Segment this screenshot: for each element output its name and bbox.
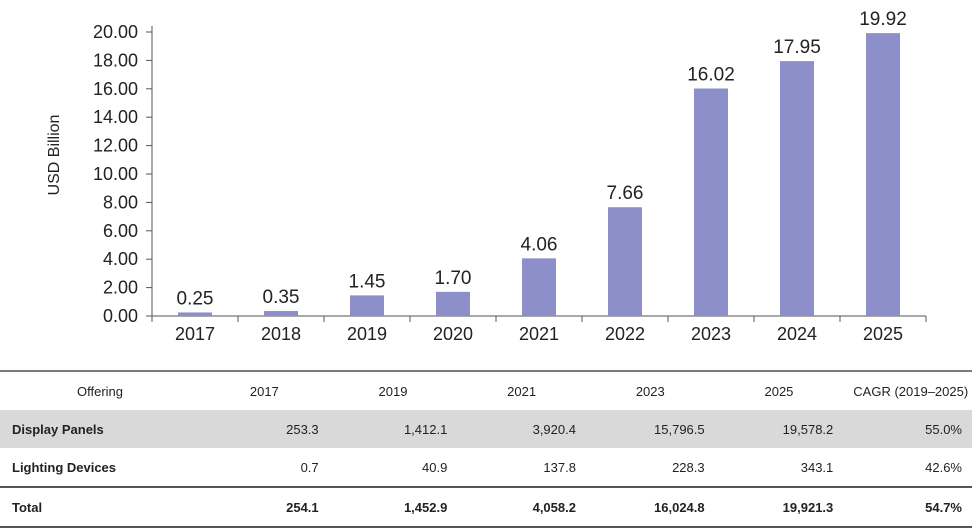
bar [780, 61, 814, 316]
y-axis-title: USD Billion [46, 115, 63, 196]
data-label: 0.35 [263, 287, 300, 308]
y-tick-label: 16.00 [93, 79, 138, 99]
bar [436, 291, 470, 316]
header-2023: 2023 [585, 370, 715, 410]
bar [178, 312, 212, 316]
table-cell: 15,796.5 [585, 410, 715, 448]
bar [264, 311, 298, 316]
data-label: 7.66 [607, 183, 644, 204]
data-label: 1.45 [349, 271, 386, 292]
header-2017: 2017 [200, 370, 329, 410]
bar [866, 33, 900, 317]
table-cell: 19,921.3 [714, 486, 844, 528]
y-tick-label: 18.00 [93, 50, 138, 70]
table-cell: 55.0% [843, 410, 972, 448]
data-label: 16.02 [687, 65, 735, 86]
table-cell: 1,412.1 [328, 410, 458, 448]
bar-chart: 0.00 2.00 4.00 6.00 8.00 10.00 12.00 14.00 16.00… [46, 9, 927, 344]
data-label: 4.06 [521, 234, 558, 255]
table-cell: 54.7% [843, 486, 972, 528]
y-tick-label: 10.00 [93, 164, 138, 184]
row-name: Total [0, 486, 200, 528]
table-row: Lighting Devices 0.7 40.9 137.8 228.3 34… [0, 448, 972, 487]
table-header-row: Offering 2017 2019 2021 2023 2025 CAGR (… [0, 370, 972, 410]
table-cell: 4,058.2 [457, 486, 586, 528]
table-cell: 16,024.8 [585, 486, 715, 528]
data-label: 19.92 [859, 9, 907, 30]
header-offering: Offering [0, 370, 200, 410]
bar [694, 88, 728, 317]
data-label: 17.95 [773, 37, 821, 58]
x-tick-label: 2017 [175, 324, 215, 344]
x-tick-label: 2025 [863, 324, 903, 344]
y-tick-label: 14.00 [93, 107, 138, 127]
table-cell: 42.6% [925, 459, 962, 475]
y-tick-label: 8.00 [103, 192, 138, 212]
x-axis: 2017 2018 2019 2020 2021 2022 2023 2024 2025 [151, 315, 927, 344]
y-tick-label: 20.00 [93, 22, 138, 42]
row-name: Display Panels [0, 410, 200, 448]
header-2019: 2019 [328, 370, 458, 410]
market-table: Offering 2017 2019 2021 2023 2025 CAGR (… [0, 370, 972, 528]
table-row: Display Panels 253.3 1,412.1 3,920.4 15,… [0, 410, 972, 448]
table-cell: 40.9 [422, 459, 448, 475]
table-cell: 1,452.9 [328, 486, 458, 528]
table-cell: 3,920.4 [457, 410, 586, 448]
table-cell: 228.3 [672, 459, 705, 475]
y-tick-label: 0.00 [103, 306, 138, 326]
y-axis: 0.00 2.00 4.00 6.00 8.00 10.00 12.00 14.00 16.00… [93, 22, 153, 326]
row-name: Lighting Devices [12, 459, 117, 475]
data-labels: 0.25 0.35 1.45 1.70 4.06 7.66 16.02 17.95 19.92 [177, 9, 907, 309]
table-cell: 253.3 [200, 410, 329, 448]
table-cell: 137.8 [543, 459, 576, 475]
x-tick-label: 2018 [261, 324, 301, 344]
table-cell: 254.1 [200, 486, 329, 528]
x-tick-label: 2022 [605, 324, 645, 344]
bar-series [178, 33, 900, 317]
table-cell: 0.7 [300, 459, 319, 475]
bar [350, 295, 384, 316]
bar [608, 207, 642, 316]
bar [522, 258, 556, 316]
x-tick-label: 2019 [347, 324, 387, 344]
offering-table: Offering 2017 2019 2021 2023 2025 CAGR (… [0, 370, 972, 528]
header-cagr: CAGR (2019–2025) [843, 370, 972, 410]
y-tick-label: 4.00 [103, 249, 138, 269]
x-tick-label: 2023 [691, 324, 731, 344]
x-tick-label: 2021 [519, 324, 559, 344]
x-tick-label: 2020 [433, 324, 473, 344]
table-row-total: Total 254.1 1,452.9 4,058.2 16,024.8 19,… [0, 486, 972, 528]
header-2025: 2025 [714, 370, 844, 410]
table-cell: 19,578.2 [714, 410, 844, 448]
y-tick-label: 2.00 [103, 278, 138, 298]
header-2021: 2021 [457, 370, 586, 410]
y-tick-label: 6.00 [103, 221, 138, 241]
table-cell: 343.1 [800, 459, 834, 475]
data-label: 1.70 [435, 268, 472, 289]
data-label: 0.25 [177, 288, 214, 309]
y-tick-label: 12.00 [93, 136, 138, 156]
x-tick-label: 2024 [777, 324, 817, 344]
